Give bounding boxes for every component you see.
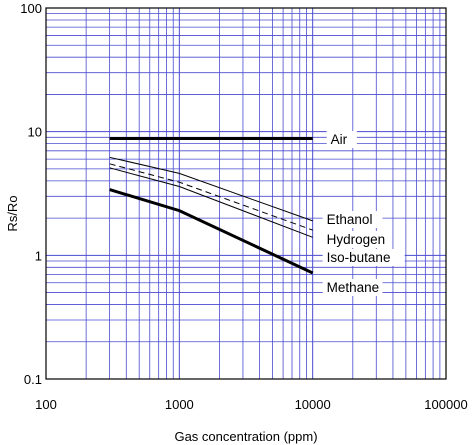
plot-frame (45, 7, 447, 380)
y-tick-label: 0.1 (24, 372, 42, 387)
series-line-iso-butane (109, 167, 313, 238)
grid (45, 8, 446, 380)
series-line-ethanol (109, 156, 313, 222)
series-labels: Air Ethanol Hydrogen Iso-butane Methane (322, 131, 405, 296)
series-line-methane (109, 188, 314, 275)
series-label-bg (322, 279, 383, 296)
series-line-hydrogen (109, 163, 313, 231)
x-tick-label: 100 (35, 397, 57, 412)
series-label-air: Air (331, 132, 348, 147)
series-label-bg (322, 249, 405, 266)
tick-labels: 100 1000 10000 100000 100 10 1 0.1 (20, 1, 467, 412)
series-label-iso-butane: Iso-butane (327, 250, 391, 265)
series-label-hydrogen: Hydrogen (327, 232, 386, 247)
y-tick-label: 100 (20, 1, 42, 16)
x-axis-title: Gas concentration (ppm) (174, 429, 317, 444)
y-axis-title: Rs/Ro (5, 195, 20, 231)
y-tick-label: 10 (28, 125, 42, 140)
x-tick-label: 100000 (424, 397, 467, 412)
series-group (109, 137, 314, 275)
series-label-bg (322, 211, 383, 228)
series-label-ethanol: Ethanol (327, 212, 373, 227)
series-label-bg (326, 131, 357, 148)
series-label-methane: Methane (327, 280, 380, 295)
x-tick-label: 10000 (295, 397, 331, 412)
series-label-bg (322, 231, 390, 248)
y-tick-label: 1 (35, 248, 42, 263)
x-tick-label: 1000 (165, 397, 194, 412)
